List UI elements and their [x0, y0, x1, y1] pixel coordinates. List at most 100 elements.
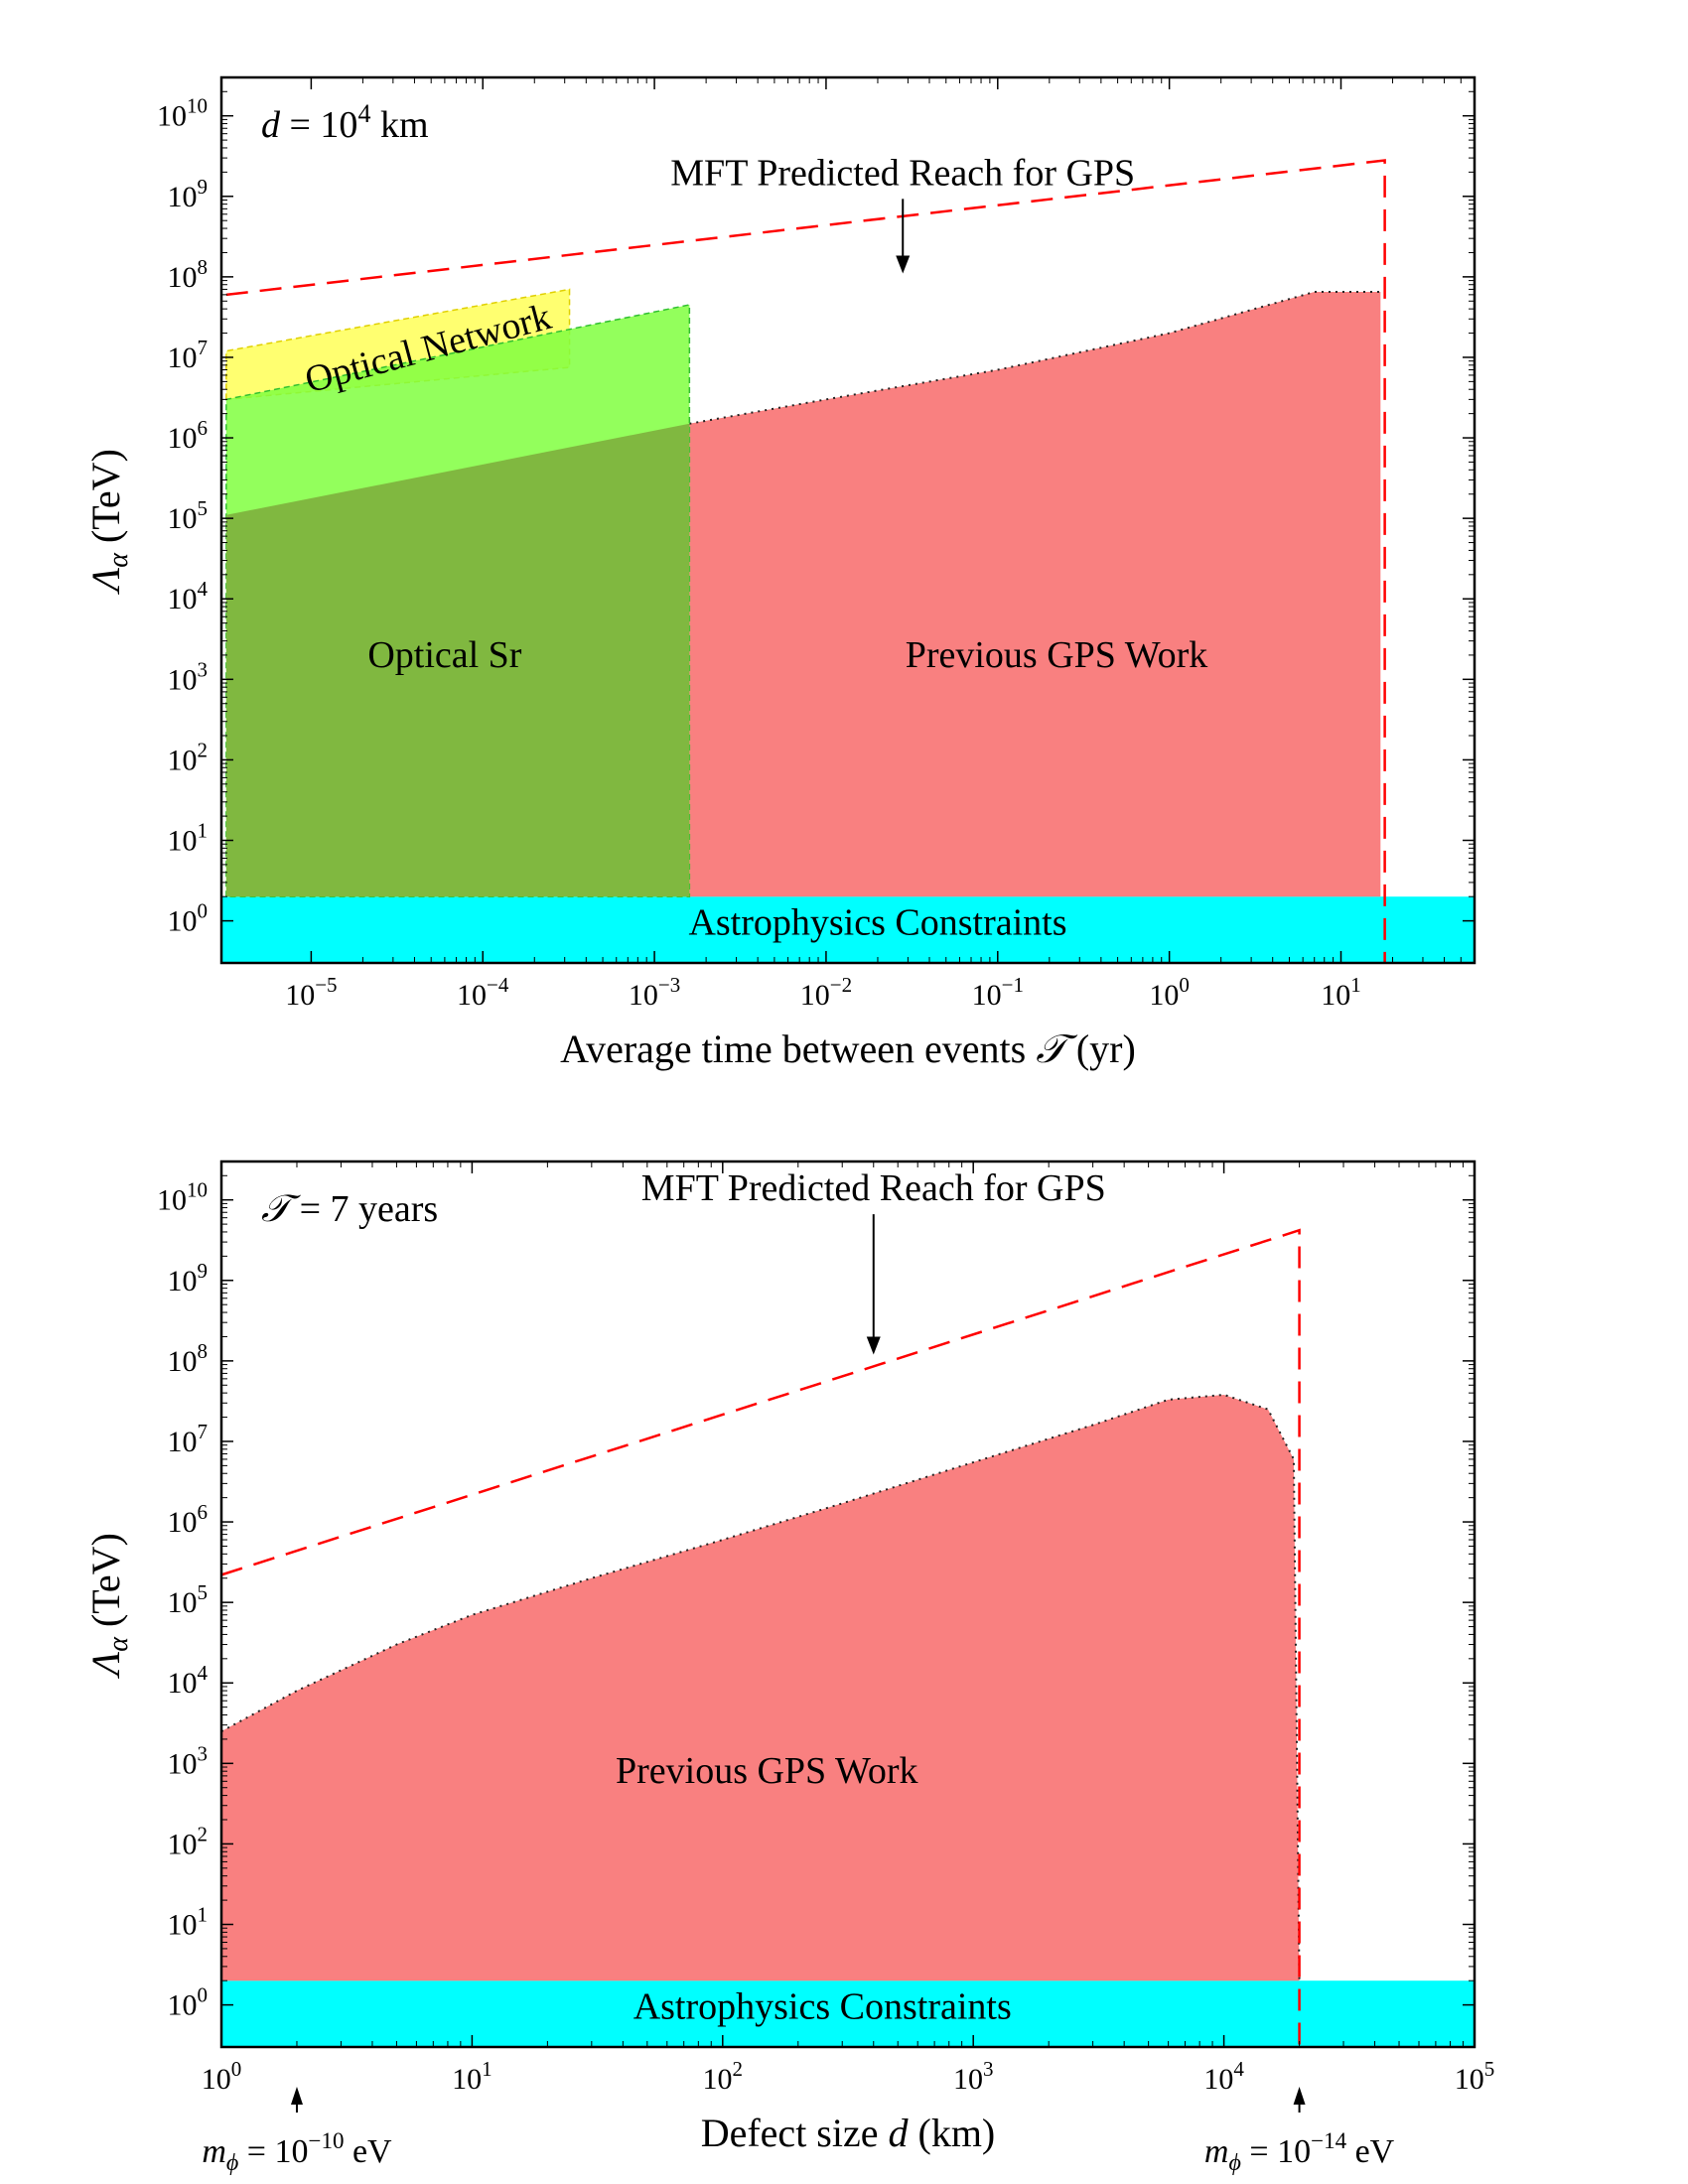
y-tick-exp: 8 — [198, 1339, 209, 1363]
previous-gps-work-area — [221, 1394, 1300, 1981]
x-axis-label-unit: (km) — [909, 2111, 996, 2155]
astrophysics-constraints-label: Astrophysics Constraints — [633, 1985, 1012, 2027]
x-tick-base: 10 — [452, 2063, 482, 2096]
y-tick-exp: 3 — [198, 1741, 209, 1765]
corner-label-eq: = 7 years — [290, 1188, 438, 1230]
mass-symbol: m — [202, 2133, 226, 2170]
astrophysics-constraints-band — [221, 1980, 1475, 2047]
previous-gps-work-edge — [220, 1393, 1301, 1981]
x-tick-exp: 0 — [1179, 973, 1190, 997]
x-tick-exp: −4 — [487, 973, 509, 997]
y-tick-exp: 6 — [198, 1500, 209, 1524]
x-tick-exp: −2 — [830, 973, 852, 997]
mass-base: = 10 — [238, 2133, 308, 2170]
y-axis-label: Λα (TeV) — [83, 1533, 134, 1680]
y-tick-base: 10 — [168, 181, 198, 213]
mass-marker-label: mϕ = 10−14 eV — [1204, 2128, 1395, 2176]
x-tick-base: 10 — [1455, 2063, 1484, 2096]
x-tick-label: 103 — [953, 2057, 994, 2096]
y-tick-label: 104 — [168, 1661, 209, 1700]
y-tick-exp: 4 — [198, 1661, 209, 1685]
x-tick-label: 10−3 — [629, 973, 680, 1012]
y-tick-base: 10 — [168, 1345, 198, 1378]
y-tick-exp: 1 — [198, 819, 209, 843]
y-tick-label: 101 — [168, 1903, 209, 1942]
x-tick-label: 10−5 — [285, 973, 337, 1012]
y-tick-label: 106 — [168, 1500, 209, 1539]
x-tick-base: 10 — [202, 2063, 231, 2096]
y-tick-exp: 10 — [187, 94, 208, 118]
x-tick-base: 10 — [457, 979, 487, 1012]
optical-sr-overlap-area — [225, 423, 690, 897]
mass-symbol: m — [1204, 2133, 1229, 2170]
y-tick-base: 10 — [168, 1989, 198, 2022]
x-tick-label: 100 — [202, 2057, 242, 2096]
y-axis-label-unit: (TeV) — [83, 1533, 128, 1637]
y-tick-label: 106 — [168, 416, 209, 455]
mass-exp: −10 — [308, 2128, 344, 2153]
previous-gps-work-label: Previous GPS Work — [906, 634, 1208, 676]
y-tick-exp: 3 — [198, 657, 209, 681]
x-tick-base: 10 — [953, 2063, 983, 2096]
chart-bottom: 100 101 102 103 104 1051001011021031041051061… — [83, 1160, 1495, 2176]
x-tick-label: 10−4 — [457, 973, 509, 1012]
y-tick-label: 102 — [168, 1822, 209, 1860]
x-tick-base: 10 — [285, 979, 315, 1012]
x-tick-base: 10 — [972, 979, 1002, 1012]
astrophysics-constraints-band — [221, 896, 1475, 963]
previous-gps-work-area — [689, 292, 1381, 897]
y-tick-base: 10 — [168, 583, 198, 615]
y-tick-label: 1010 — [157, 94, 208, 133]
x-tick-label: 10−2 — [800, 973, 852, 1012]
corner-label: 𝒯 = 7 years — [261, 1188, 438, 1230]
corner-label-unit: km — [370, 104, 428, 146]
y-tick-label: 107 — [168, 336, 209, 374]
y-tick-label: 108 — [168, 255, 209, 294]
y-tick-exp: 1 — [198, 1903, 209, 1927]
mft-annotation: MFT Predicted Reach for GPS — [641, 1167, 1106, 1209]
x-tick-label: 105 — [1455, 2057, 1495, 2096]
x-tick-exp: 5 — [1484, 2057, 1495, 2081]
previous-gps-work-label: Previous GPS Work — [616, 1750, 918, 1792]
y-tick-base: 10 — [168, 1909, 198, 1942]
x-tick-label: 102 — [703, 2057, 744, 2096]
y-tick-label: 109 — [168, 1259, 209, 1297]
x-tick-base: 10 — [1321, 979, 1350, 1012]
corner-label-exp: 4 — [357, 99, 370, 128]
y-axis-label: Λα (TeV) — [83, 449, 134, 596]
mass-marker-arrow-head — [290, 2087, 303, 2105]
x-axis-label-main: Defect size — [701, 2111, 889, 2155]
optical-sr-label: Optical Sr — [367, 634, 521, 676]
mft-annotation: MFT Predicted Reach for GPS — [670, 152, 1135, 194]
x-tick-label: 10−1 — [972, 973, 1024, 1012]
mft-predicted-reach-line — [225, 159, 1386, 963]
y-tick-exp: 2 — [198, 738, 209, 761]
y-tick-exp: 2 — [198, 1822, 209, 1845]
y-axis-label-symbol: Λ — [83, 568, 128, 596]
y-tick-exp: 5 — [198, 496, 209, 520]
mft-arrow-head — [896, 255, 911, 274]
y-tick-label: 100 — [168, 1983, 209, 2022]
x-tick-base: 10 — [1149, 979, 1179, 1012]
x-tick-label: 100 — [1149, 973, 1190, 1012]
mass-unit: eV — [1346, 2133, 1395, 2170]
y-tick-label: 105 — [168, 1580, 209, 1619]
x-tick-label: 101 — [452, 2057, 492, 2096]
x-tick-label: 101 — [1321, 973, 1361, 1012]
y-tick-label: 107 — [168, 1420, 209, 1458]
y-tick-label: 101 — [168, 819, 209, 858]
x-tick-exp: −5 — [315, 973, 337, 997]
mft-arrow-head — [866, 1336, 881, 1355]
y-tick-label: 102 — [168, 738, 209, 776]
y-tick-exp: 9 — [198, 175, 209, 199]
x-tick-exp: 2 — [733, 2057, 744, 2081]
x-tick-exp: 1 — [482, 2057, 492, 2081]
x-tick-exp: −3 — [658, 973, 680, 997]
chart-top: 10−5 10−4 10−3 10−2 10−1 100 10110010110210310… — [83, 75, 1477, 1071]
x-axis-label: Average time between events 𝒯 (yr) — [560, 1026, 1136, 1071]
x-tick-base: 10 — [800, 979, 830, 1012]
x-axis-label-main: Average time between events — [560, 1026, 1036, 1071]
y-tick-exp: 5 — [198, 1580, 209, 1604]
y-tick-exp: 0 — [198, 1983, 209, 2007]
y-tick-base: 10 — [168, 502, 198, 535]
